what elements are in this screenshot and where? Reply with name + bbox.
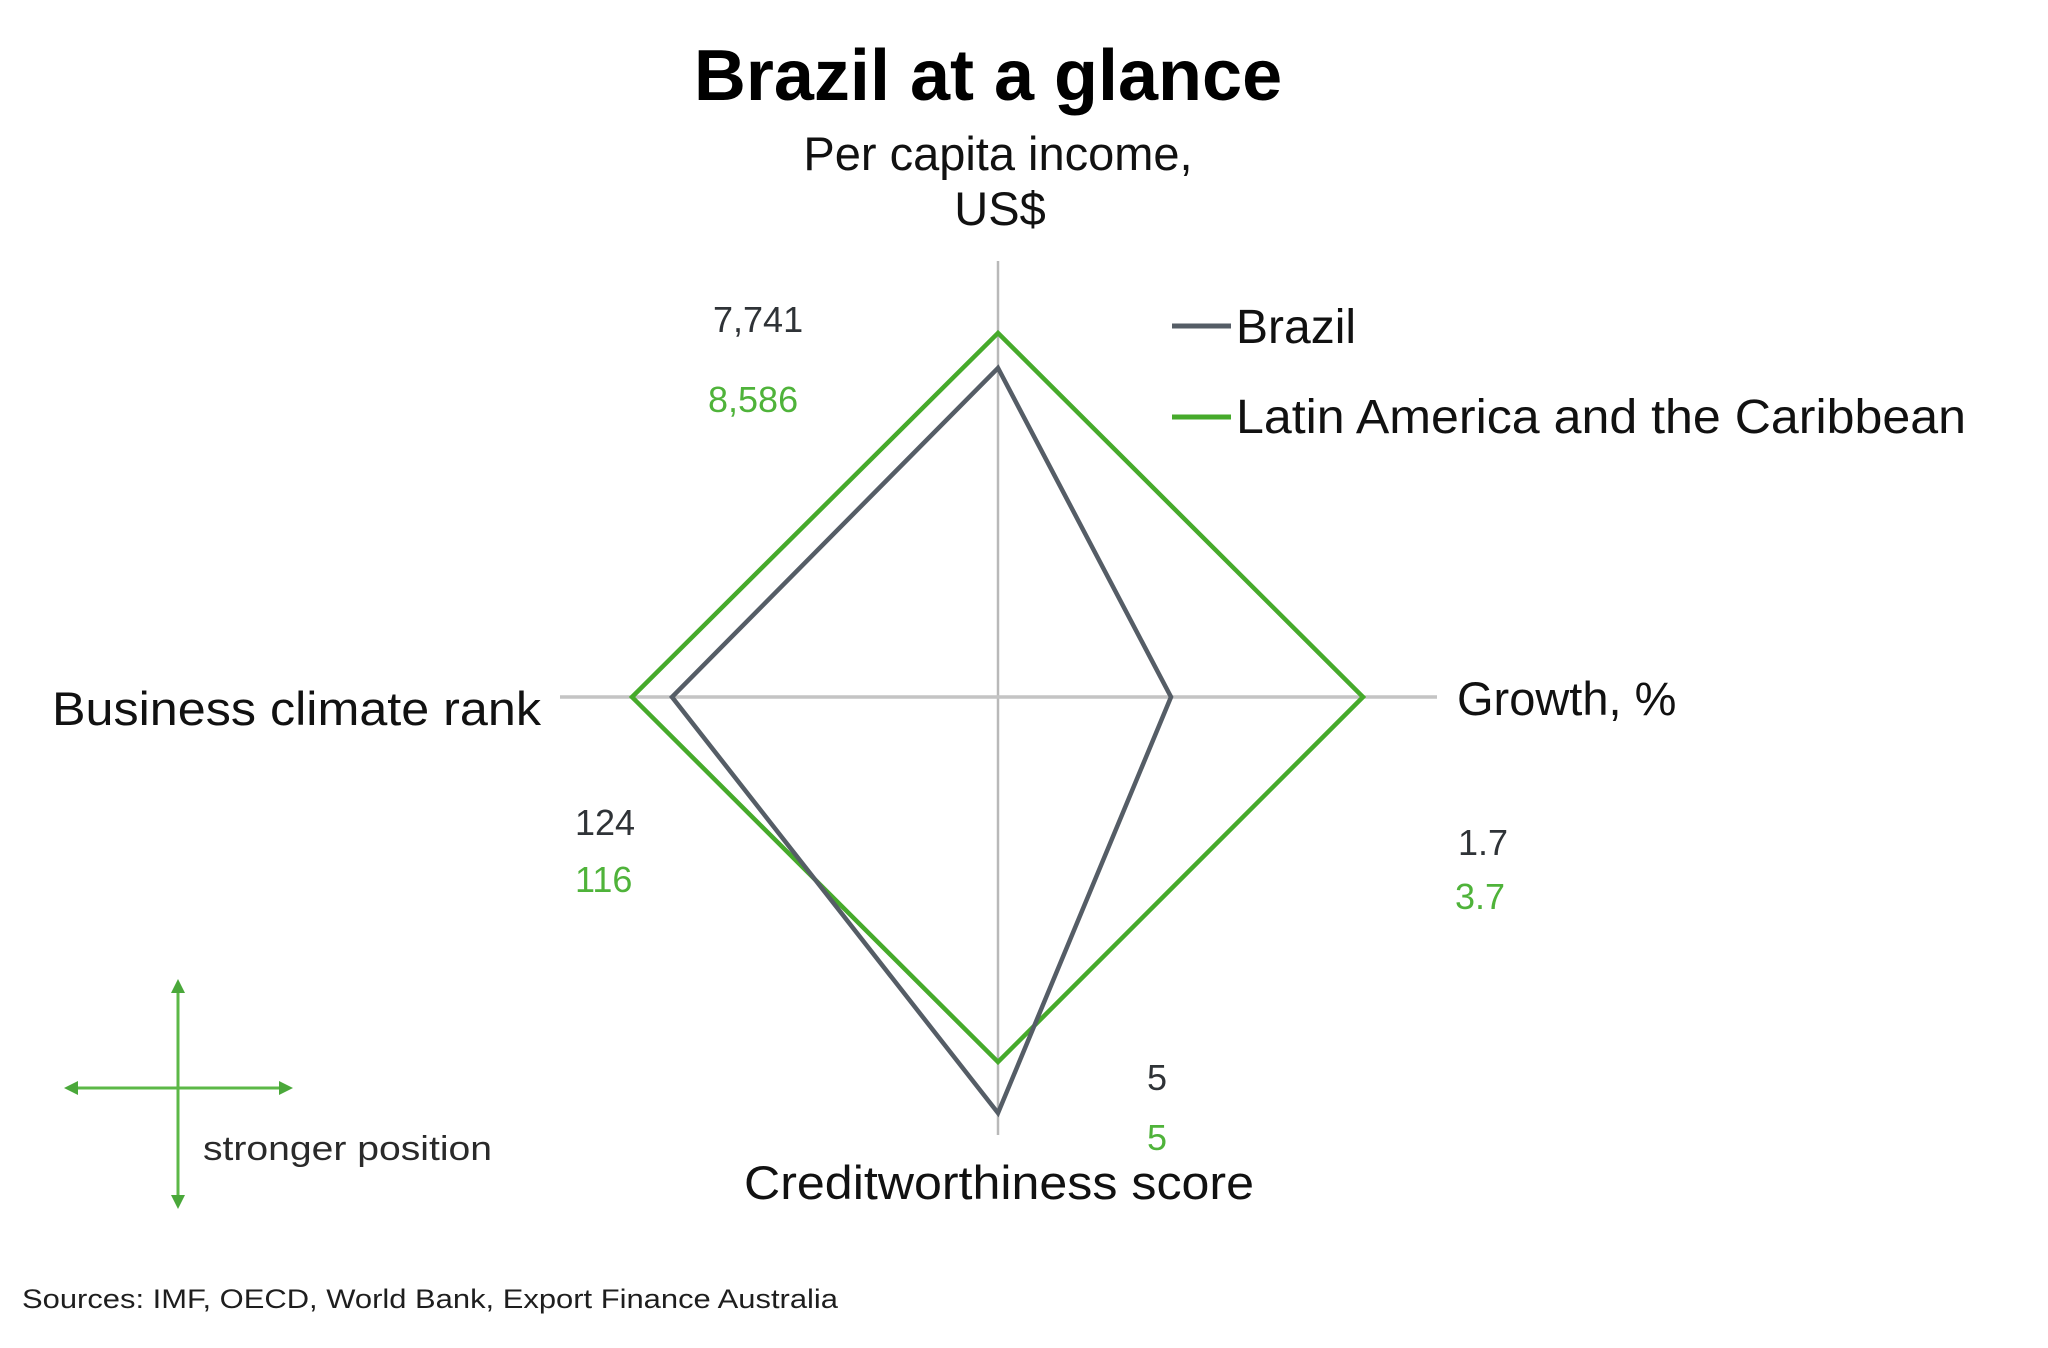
four-way-arrow-icon: [64, 979, 293, 1209]
sources-note: Sources: IMF, OECD, World Bank, Export F…: [22, 1284, 839, 1314]
axis-label-business: Business climate rank: [52, 682, 542, 735]
axis-label-growth: Growth, %: [1457, 672, 1676, 725]
direction-key-label: stronger position: [203, 1130, 492, 1168]
chart-title: Brazil at a glance: [694, 36, 1282, 116]
axis-label-income-line2: US$: [954, 182, 1045, 235]
legend-lac-label: Latin America and the Caribbean: [1236, 391, 1966, 444]
value-income-brazil: 7,741: [713, 299, 803, 340]
legend: Brazil Latin America and the Caribbean: [1172, 301, 1966, 444]
series-brazil-polygon: [669, 364, 1174, 1118]
value-business-brazil: 124: [575, 802, 635, 843]
axis-label-credit: Creditworthiness score: [744, 1156, 1254, 1209]
value-income-lac: 8,586: [708, 379, 798, 420]
series-lac-polygon: [628, 329, 1367, 1066]
value-growth-brazil: 1.7: [1458, 822, 1508, 863]
legend-brazil-label: Brazil: [1236, 301, 1356, 354]
value-business-lac: 116: [575, 859, 632, 900]
value-credit-brazil: 5: [1147, 1057, 1167, 1098]
value-credit-lac: 5: [1147, 1117, 1167, 1158]
axis-label-income-line1: Per capita income,: [803, 127, 1192, 180]
value-growth-lac: 3.7: [1455, 876, 1505, 917]
